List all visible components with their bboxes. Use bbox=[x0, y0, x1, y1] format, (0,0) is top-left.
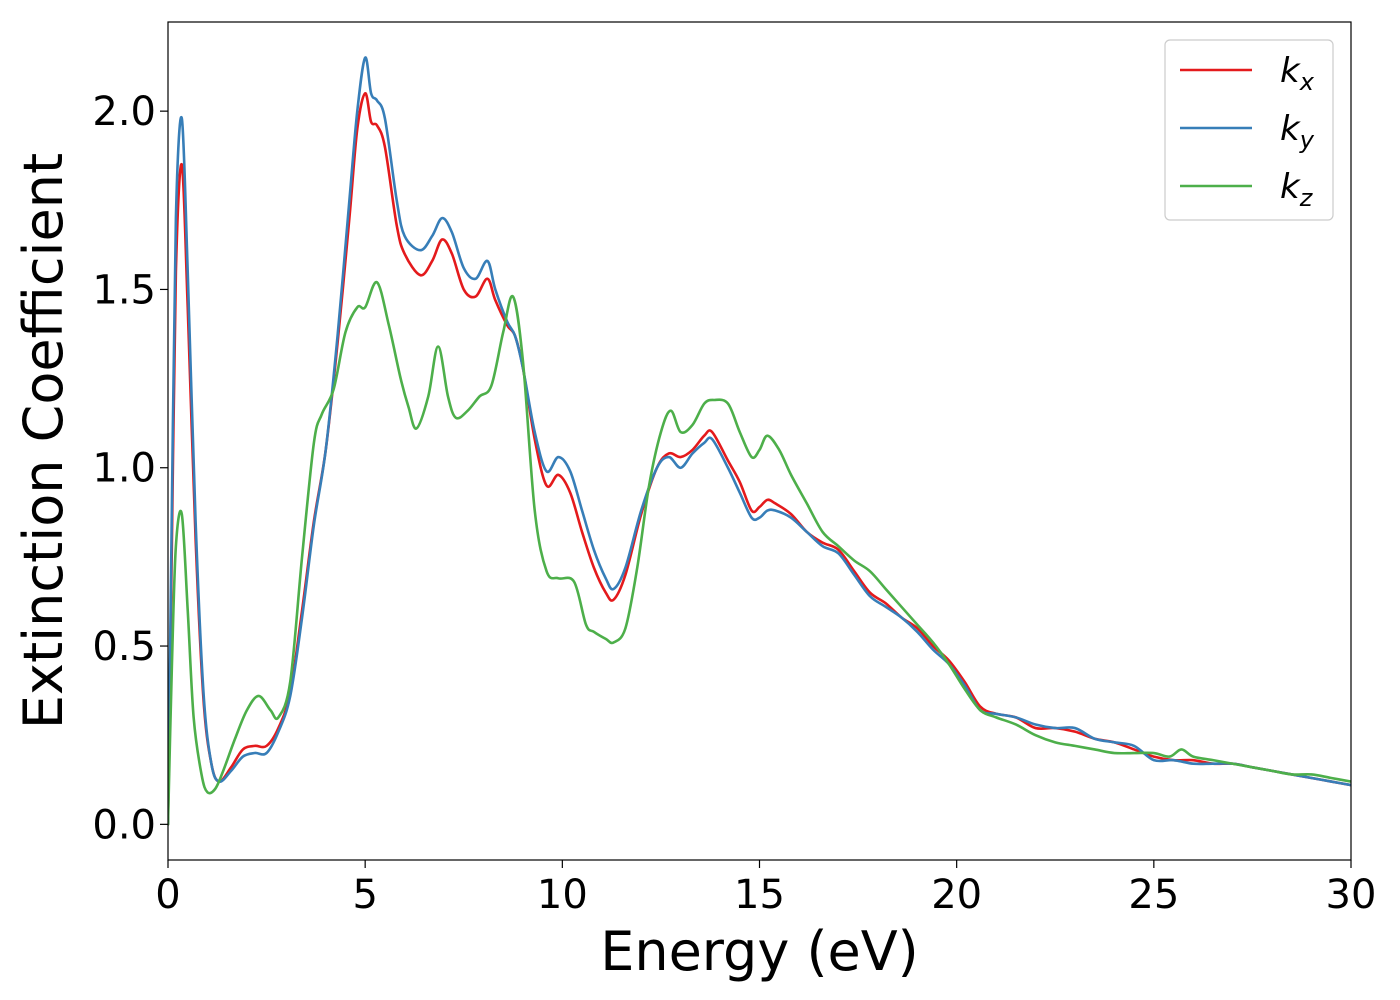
y-axis-title: Extinction Coefficient bbox=[12, 153, 75, 729]
series-line-ky bbox=[168, 56, 1351, 826]
y-axis-ticks: 0.0 0.5 1.0 1.5 2.0 bbox=[92, 89, 168, 848]
y-tick-label: 1.5 bbox=[92, 267, 156, 313]
x-tick-label: 5 bbox=[352, 872, 377, 918]
x-axis-ticks: 0 5 10 15 20 25 30 bbox=[155, 860, 1376, 918]
x-tick-label: 0 bbox=[155, 872, 180, 918]
x-tick-label: 10 bbox=[537, 872, 588, 918]
plot-series-group bbox=[168, 56, 1351, 826]
legend: kx ky kz bbox=[1164, 39, 1334, 221]
y-tick-label: 1.0 bbox=[92, 446, 156, 492]
series-line-kx bbox=[168, 92, 1351, 826]
y-tick-label: 0.0 bbox=[92, 802, 156, 848]
y-tick-label: 2.0 bbox=[92, 89, 156, 135]
legend-label-ky: ky bbox=[1280, 109, 1315, 154]
series-line-kz bbox=[168, 281, 1351, 826]
legend-label-kx: kx bbox=[1280, 51, 1315, 96]
x-tick-label: 25 bbox=[1128, 872, 1179, 918]
x-tick-label: 20 bbox=[931, 872, 982, 918]
x-axis-title: Energy (eV) bbox=[600, 920, 919, 983]
x-tick-label: 30 bbox=[1326, 872, 1377, 918]
y-tick-label: 0.5 bbox=[92, 624, 156, 670]
legend-frame bbox=[1164, 39, 1334, 221]
x-tick-label: 15 bbox=[734, 872, 785, 918]
legend-label-kz: kz bbox=[1280, 167, 1314, 212]
